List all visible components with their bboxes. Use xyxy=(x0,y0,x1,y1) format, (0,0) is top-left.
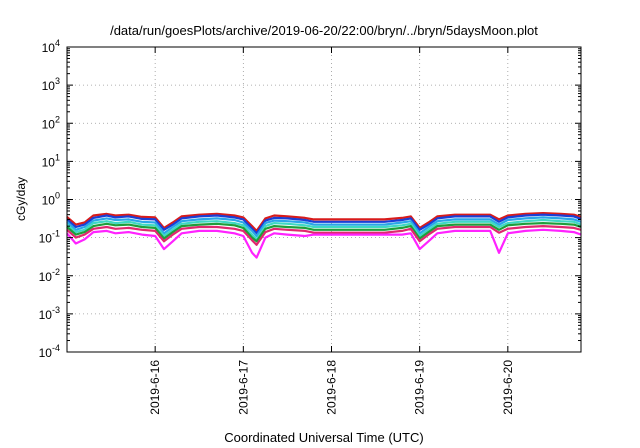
x-tick-label: 2019-6-19 xyxy=(413,360,427,415)
y-tick-label: 101 xyxy=(42,152,60,169)
series-line xyxy=(66,218,582,241)
y-tick-label-exponent: 2 xyxy=(55,114,60,124)
y-tick-label-base: 10 xyxy=(42,79,56,93)
series-group xyxy=(66,212,582,259)
y-tick-label-base: 10 xyxy=(42,155,56,169)
series-line xyxy=(66,222,582,243)
y-tick-label: 10-1 xyxy=(39,229,60,246)
y-tick-label-base: 10 xyxy=(42,117,56,131)
y-tick-label-exponent: -1 xyxy=(52,229,60,239)
series-line xyxy=(66,225,582,246)
y-tick-label-exponent: -3 xyxy=(52,305,60,315)
y-tick-label: 10-3 xyxy=(39,305,60,322)
x-tick-label: 2019-6-20 xyxy=(501,360,515,415)
x-axis-label: Coordinated Universal Time (UTC) xyxy=(224,430,423,445)
series-line xyxy=(66,228,582,259)
y-tick-label-exponent: 0 xyxy=(55,191,60,201)
y-tick-label-exponent: -4 xyxy=(52,343,60,353)
x-axis-ticks: 2019-6-16 2019-6-17 2019-6-18 2019-6-19 2019… xyxy=(148,47,515,415)
y-tick-label: 100 xyxy=(42,191,60,208)
chart-title: /data/run/goesPlots/archive/2019-06-20/2… xyxy=(110,23,538,38)
y-tick-label: 10-2 xyxy=(39,267,60,284)
y-tick-label: 102 xyxy=(42,114,60,131)
grid xyxy=(67,47,581,352)
y-tick-label-base: 10 xyxy=(39,346,53,360)
y-tick-label: 104 xyxy=(42,38,60,55)
y-tick-label-base: 10 xyxy=(42,41,56,55)
x-tick-label: 2019-6-16 xyxy=(148,360,162,415)
y-tick-label-exponent: 4 xyxy=(55,38,60,48)
x-tick-label: 2019-6-17 xyxy=(236,360,250,415)
series-line xyxy=(66,213,582,235)
y-tick-label: 10-4 xyxy=(39,343,60,360)
x-tick-label: 2019-6-18 xyxy=(324,360,338,415)
y-tick-label-exponent: 3 xyxy=(55,76,60,86)
y-tick-label-base: 10 xyxy=(42,194,56,208)
y-axis-label: cGy/day xyxy=(14,177,28,221)
y-tick-label-exponent: -2 xyxy=(52,267,60,277)
y-tick-label-exponent: 1 xyxy=(55,152,60,162)
series-line xyxy=(66,212,582,232)
y-tick-label: 103 xyxy=(42,76,60,93)
y-tick-label-base: 10 xyxy=(39,232,53,246)
series-line xyxy=(66,216,582,238)
y-tick-label-base: 10 xyxy=(39,270,53,284)
y-tick-label-base: 10 xyxy=(39,308,53,322)
